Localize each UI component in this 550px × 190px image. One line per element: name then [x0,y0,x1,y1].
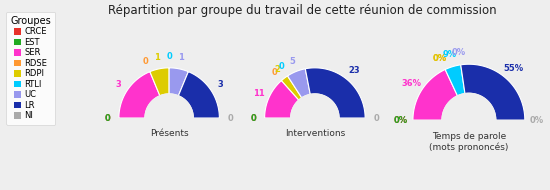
Polygon shape [150,68,169,96]
Polygon shape [145,94,193,118]
Text: 0%: 0% [394,116,408,125]
Polygon shape [291,94,339,118]
Text: 55%: 55% [503,64,524,73]
Polygon shape [305,68,365,118]
Text: 3: 3 [116,80,121,89]
Text: Répartition par groupe du travail de cette réunion de commission: Répartition par groupe du travail de cet… [108,4,497,17]
Text: 9%: 9% [442,50,456,59]
Text: 0: 0 [251,114,256,123]
Polygon shape [265,81,299,118]
Text: Présents: Présents [150,129,189,138]
Text: 36%: 36% [402,79,421,88]
Polygon shape [442,93,496,120]
Polygon shape [260,118,370,149]
Text: 3: 3 [217,80,223,89]
Polygon shape [413,70,458,120]
Polygon shape [408,120,530,155]
Legend: CRCE, EST, SER, RDSE, RDPI, RTLI, UC, LR, NI: CRCE, EST, SER, RDSE, RDPI, RTLI, UC, LR… [6,12,55,125]
Text: 0%: 0% [530,116,544,125]
Polygon shape [169,68,188,96]
Text: 1: 1 [178,53,184,63]
Polygon shape [282,76,302,100]
Text: 2: 2 [275,65,280,74]
Text: 11: 11 [253,89,265,97]
Text: 0: 0 [228,114,233,123]
Text: 0: 0 [143,57,148,66]
Polygon shape [445,65,465,96]
Text: 0: 0 [373,114,379,123]
Polygon shape [461,64,525,120]
Polygon shape [288,69,310,98]
Text: 0%: 0% [433,54,447,63]
Polygon shape [119,72,160,118]
Text: 0: 0 [166,52,172,61]
Polygon shape [114,118,224,149]
Text: 1: 1 [154,53,160,63]
Text: 0: 0 [251,114,256,123]
Text: 0: 0 [105,114,111,123]
Text: 0%: 0% [433,54,447,63]
Text: 0%: 0% [452,48,466,57]
Text: 0: 0 [279,62,284,71]
Text: Interventions: Interventions [285,129,345,138]
Text: 0%: 0% [394,116,408,125]
Text: 0: 0 [271,68,277,77]
Text: 23: 23 [348,66,360,75]
Text: 0: 0 [105,114,111,123]
Polygon shape [178,72,219,118]
Text: 5: 5 [289,57,295,66]
Text: Temps de parole
(mots prononcés): Temps de parole (mots prononcés) [429,132,509,153]
